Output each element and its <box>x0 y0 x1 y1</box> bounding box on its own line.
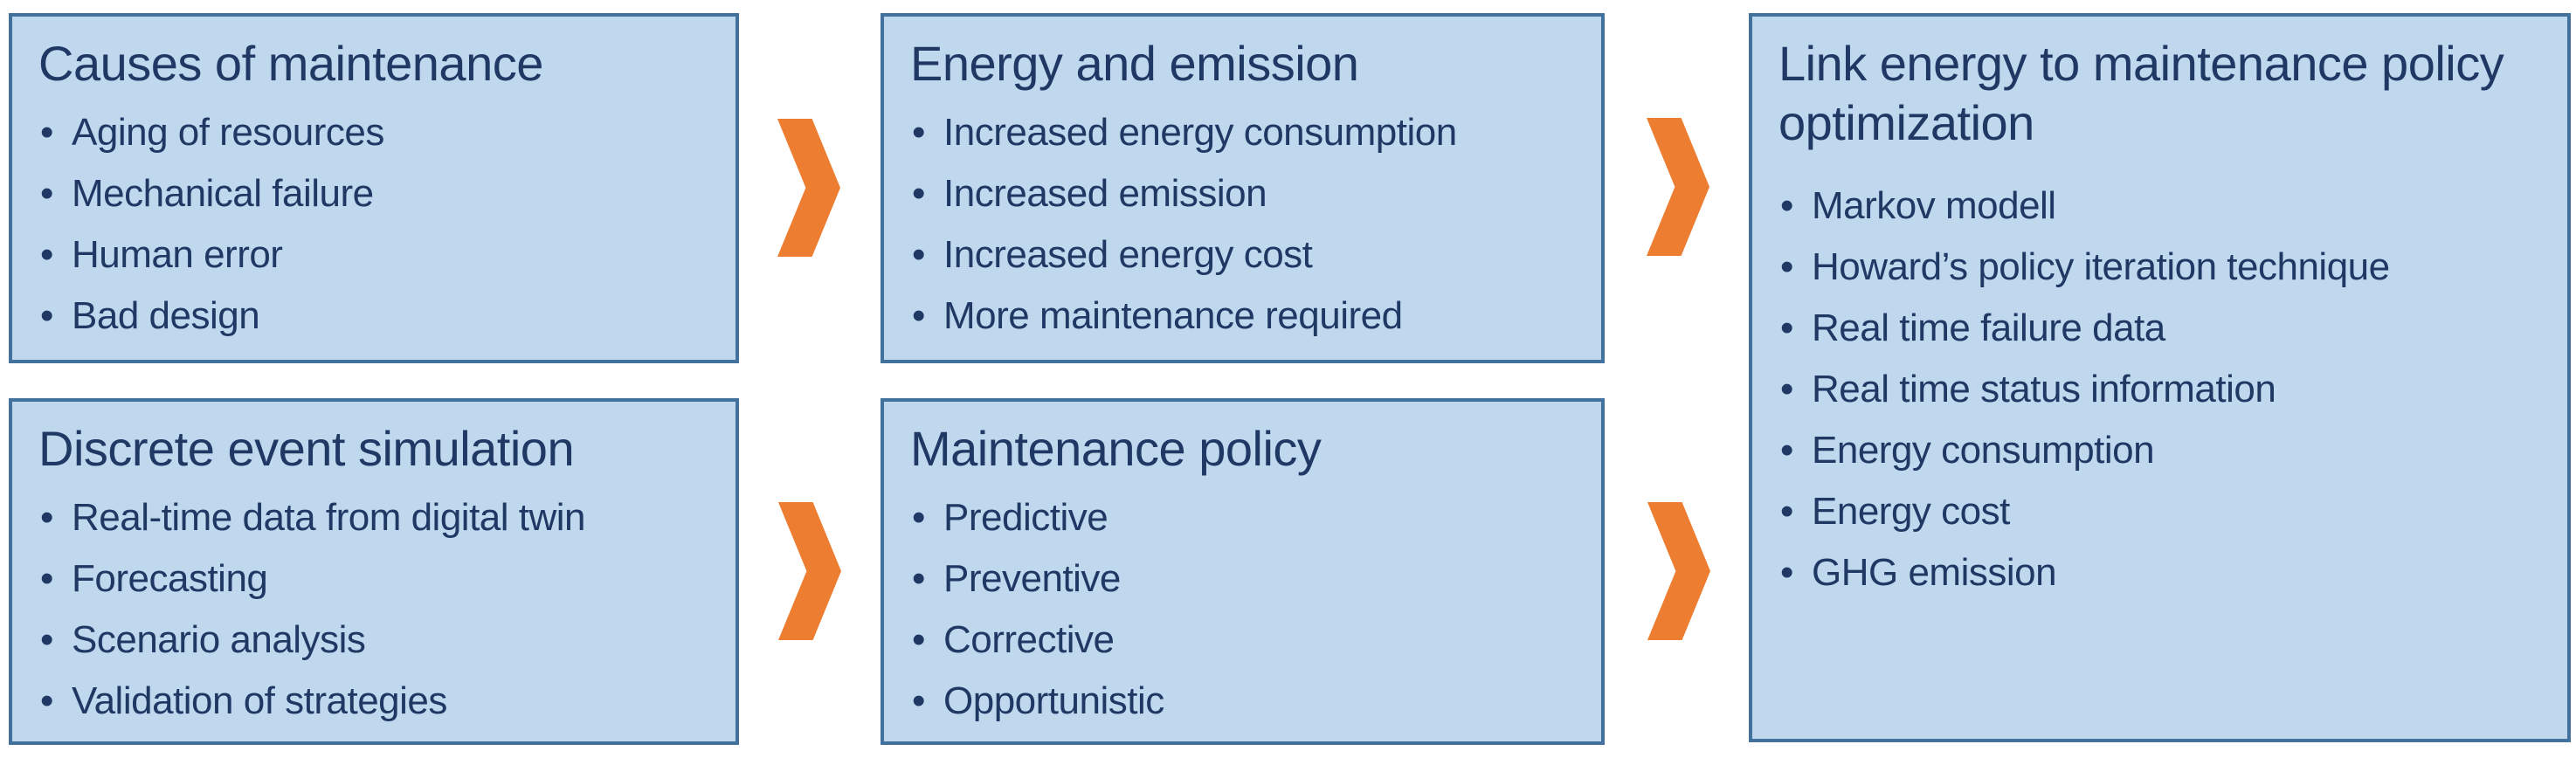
bullet-item: Human error <box>38 224 711 286</box>
box-title: Maintenance policy <box>910 421 1322 476</box>
bullet-item: Real-time data from digital twin <box>38 487 711 548</box>
bullet-item: More maintenance required <box>910 286 1577 347</box>
box-title: Discrete event simulation <box>38 421 575 476</box>
bullet-item: Scenario analysis <box>38 610 711 671</box>
box-title: Energy and emission <box>910 36 1359 91</box>
bullet-list: Increased energy consumption Increased e… <box>910 102 1577 347</box>
bullet-item: Howard’s policy iteration technique <box>1778 237 2543 298</box>
bullet-item: GHG emission <box>1778 542 2543 603</box>
bullet-item: Opportunistic <box>910 671 1577 732</box>
box-maintenance-policy: Maintenance policy Predictive Preventive… <box>881 398 1605 745</box>
box-causes-of-maintenance: Causes of maintenance Aging of resources… <box>9 13 739 363</box>
bullet-list: Predictive Preventive Corrective Opportu… <box>910 487 1577 732</box>
box-link-energy-to-maintenance-policy-optimization: Link energy to maintenance policy optimi… <box>1749 13 2571 742</box>
bullet-item: Validation of strategies <box>38 671 711 732</box>
chevron-right-icon <box>1647 118 1709 256</box>
bullet-item: Corrective <box>910 610 1577 671</box>
bullet-item: Real time failure data <box>1778 298 2543 359</box>
bullet-item: Preventive <box>910 548 1577 610</box>
bullet-item: Predictive <box>910 487 1577 548</box>
bullet-item: Increased emission <box>910 163 1577 224</box>
bullet-list: Real-time data from digital twin Forecas… <box>38 487 711 732</box>
bullet-item: Bad design <box>38 286 711 347</box>
bullet-item: Aging of resources <box>38 102 711 163</box>
bullet-item: Energy cost <box>1778 481 2543 542</box>
box-title: Causes of maintenance <box>38 36 543 91</box>
box-discrete-event-simulation: Discrete event simulation Real-time data… <box>9 398 739 745</box>
chevron-right-icon <box>1647 502 1710 640</box>
box-energy-and-emission: Energy and emission Increased energy con… <box>881 13 1605 363</box>
bullet-item: Increased energy cost <box>910 224 1577 286</box>
chevron-right-icon <box>778 502 841 640</box>
bullet-list: Aging of resources Mechanical failure Hu… <box>38 102 711 347</box>
box-title: Link energy to maintenance policy optimi… <box>1778 36 2504 150</box>
bullet-item: Forecasting <box>38 548 711 610</box>
bullet-item: Markov modell <box>1778 176 2543 237</box>
chevron-right-icon <box>777 119 840 257</box>
bullet-item: Increased energy consumption <box>910 102 1577 163</box>
bullet-list: Markov modell Howard’s policy iteration … <box>1778 176 2543 603</box>
bullet-item: Mechanical failure <box>38 163 711 224</box>
bullet-item: Real time status information <box>1778 359 2543 420</box>
bullet-item: Energy consumption <box>1778 420 2543 481</box>
